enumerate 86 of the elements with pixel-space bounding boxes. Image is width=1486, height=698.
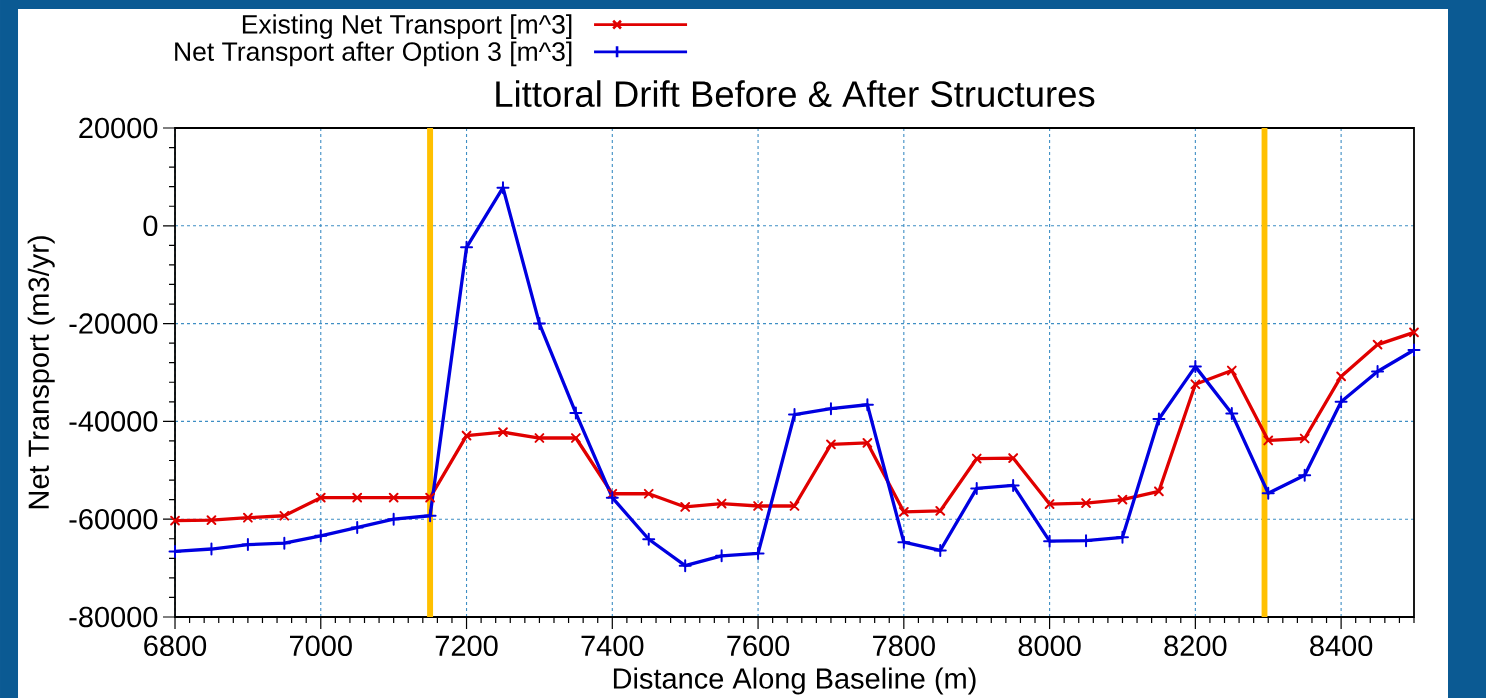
point	[1407, 343, 1421, 357]
point	[496, 181, 510, 195]
point	[279, 510, 290, 521]
x-tick-label: 8200	[1164, 635, 1227, 657]
point	[826, 439, 836, 450]
point	[1115, 530, 1129, 544]
point	[1154, 486, 1164, 497]
point	[1409, 327, 1419, 338]
chart-title: Littoral Drift Before & After Structures	[496, 80, 1095, 108]
point	[170, 515, 180, 526]
point	[680, 502, 691, 512]
point	[532, 317, 546, 331]
point	[1298, 468, 1312, 482]
point	[753, 501, 763, 511]
y-tick-label: -80000	[69, 606, 158, 628]
point	[642, 532, 656, 546]
point	[789, 501, 800, 511]
point	[970, 481, 984, 495]
point	[678, 559, 692, 573]
point	[1079, 534, 1093, 548]
point	[788, 408, 802, 422]
point	[1334, 395, 1348, 409]
point	[1008, 453, 1019, 463]
point	[1190, 379, 1201, 390]
x-tick-label: 7600	[727, 635, 790, 657]
point	[1371, 365, 1385, 379]
x-tick-label: 7000	[290, 635, 352, 657]
point	[570, 433, 581, 443]
x-tick-label: 7200	[435, 635, 498, 657]
point	[1044, 499, 1055, 509]
x-tick-label: 7400	[581, 635, 644, 657]
point	[1152, 412, 1166, 426]
y-tick-label: -20000	[69, 313, 158, 334]
point	[168, 544, 182, 558]
point	[971, 453, 982, 464]
y-tick-label: 20000	[79, 117, 158, 139]
point	[314, 529, 328, 543]
point	[387, 512, 401, 526]
point	[824, 402, 838, 416]
point	[1225, 407, 1239, 421]
point	[1261, 486, 1275, 500]
point	[1299, 433, 1310, 444]
y-axis-title: Net Transport (m3/yr)	[27, 236, 55, 509]
point	[388, 492, 399, 503]
point	[1043, 534, 1057, 548]
y-tick-label: -60000	[69, 508, 158, 530]
point	[425, 492, 435, 503]
point	[1117, 494, 1128, 505]
point	[352, 492, 363, 503]
point	[862, 438, 873, 448]
point	[423, 509, 437, 523]
legend-label: Existing Net Transport [m^3]	[242, 14, 572, 39]
y-tick-label: -40000	[69, 411, 158, 432]
point	[605, 491, 619, 505]
y-tick-label: 0	[143, 215, 158, 237]
point	[898, 506, 909, 517]
point	[498, 427, 508, 438]
x-tick-label: 8000	[1018, 635, 1081, 657]
x-tick-label: 8400	[1310, 635, 1373, 657]
point	[1336, 371, 1346, 382]
point	[716, 498, 727, 509]
point	[461, 430, 472, 441]
point	[206, 515, 217, 526]
x-axis-title: Distance Along Baseline (m)	[613, 667, 976, 695]
x-tick-label: 6800	[144, 635, 207, 657]
point	[534, 433, 545, 443]
point	[933, 543, 947, 557]
point	[460, 240, 474, 254]
point	[315, 492, 326, 503]
point	[350, 521, 364, 534]
point	[569, 406, 583, 420]
point	[1372, 339, 1383, 350]
point	[897, 535, 911, 549]
x-tick-label: 7800	[873, 635, 935, 657]
point	[1263, 435, 1274, 446]
point	[643, 488, 654, 499]
point	[751, 546, 765, 560]
point	[1006, 478, 1020, 492]
point	[935, 505, 946, 516]
point	[1226, 365, 1237, 376]
legend-label: Net Transport after Option 3 [m^3]	[175, 41, 572, 67]
point	[243, 512, 253, 523]
point	[1081, 498, 1091, 508]
point	[860, 398, 874, 412]
point	[1188, 360, 1202, 374]
point	[607, 488, 618, 499]
